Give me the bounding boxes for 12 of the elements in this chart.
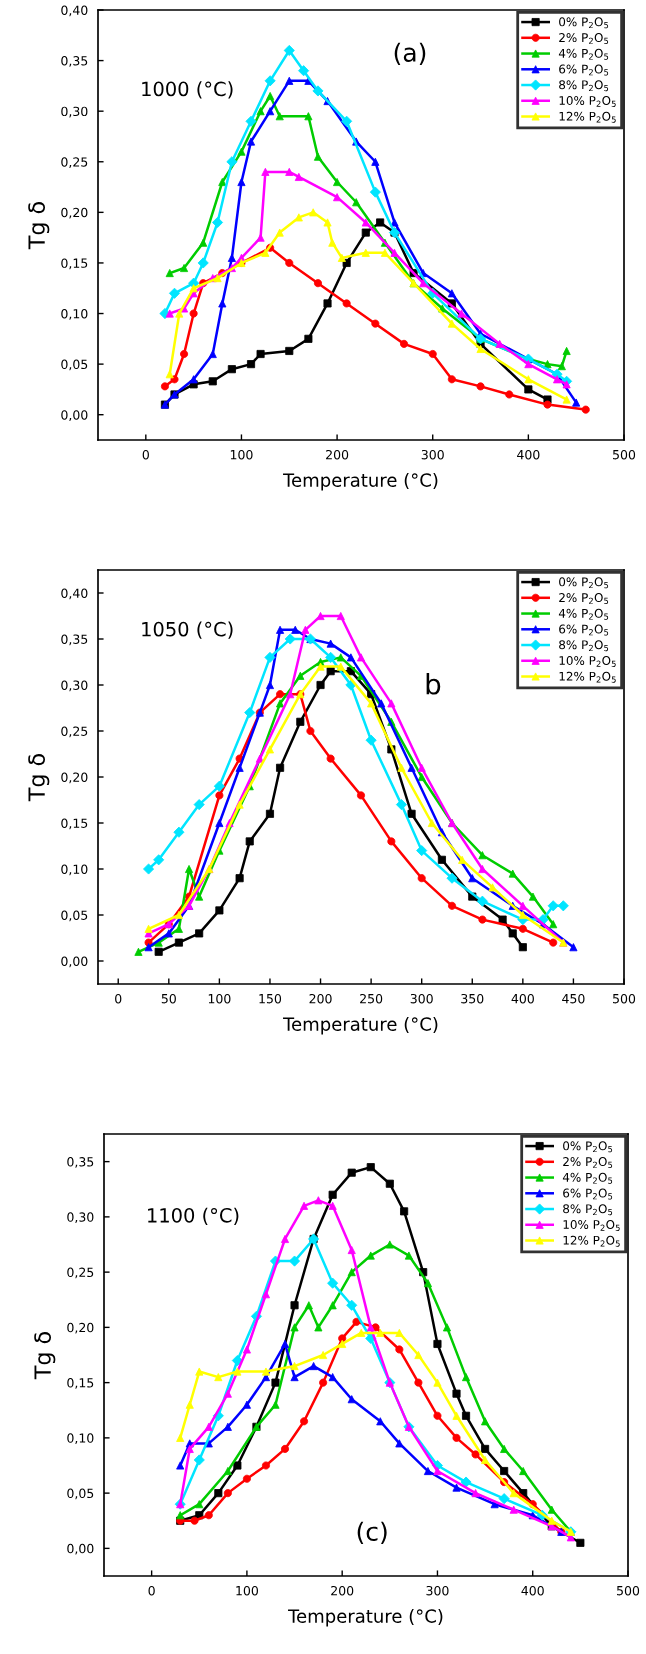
annotation: (a) bbox=[394, 42, 426, 65]
y-axis-title: Tg δ bbox=[34, 1332, 56, 1380]
annotation: 1000 (°C) bbox=[142, 81, 233, 99]
x-axis-title: Temperature (°C) bbox=[283, 472, 438, 491]
annotation: 1050 (°C) bbox=[142, 621, 233, 639]
x-axis-title: Temperature (°C) bbox=[288, 1608, 443, 1627]
annotation: b bbox=[426, 673, 441, 695]
y-axis-title: Tg δ bbox=[28, 202, 50, 250]
y-axis-title: Tg δ bbox=[28, 754, 50, 802]
x-axis-title: Temperature (°C) bbox=[283, 1016, 438, 1035]
annotation: (c) bbox=[357, 1521, 387, 1544]
annotation: 1100 (°C) bbox=[148, 1207, 239, 1225]
